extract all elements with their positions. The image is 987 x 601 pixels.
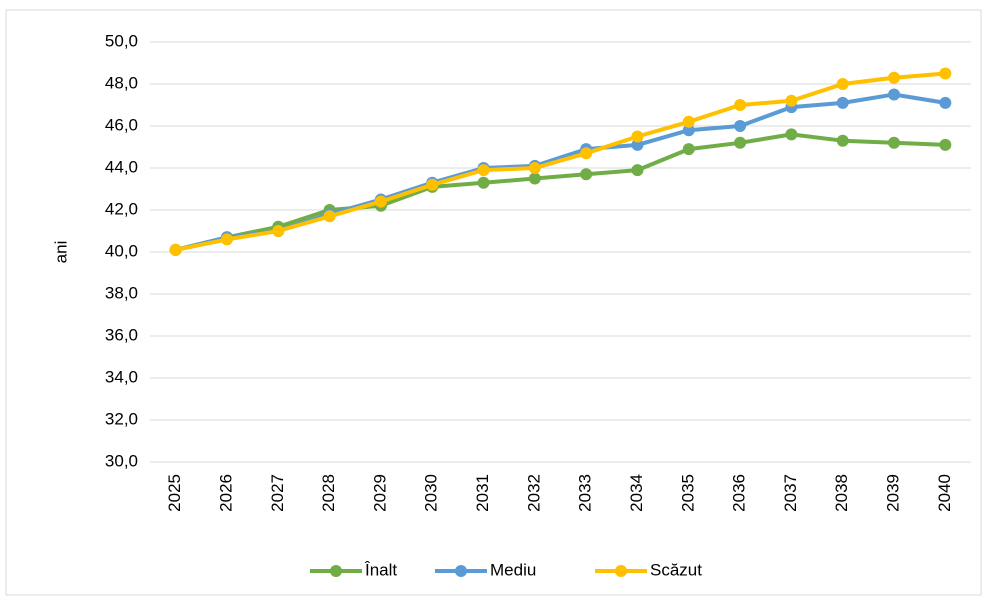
y-tick-label: 50,0 [105, 31, 138, 50]
point [220, 233, 233, 246]
legend-label: Mediu [490, 560, 536, 579]
legend-label: Înalt [364, 560, 397, 579]
y-axis-label: ani [51, 241, 70, 264]
point [785, 94, 798, 107]
x-tick-label: 2034 [627, 474, 646, 512]
series-line [175, 71, 946, 252]
chart-border [5, 9, 982, 596]
point [888, 71, 901, 84]
y-tick-label: 30,0 [105, 451, 138, 470]
point [836, 96, 849, 109]
point [939, 96, 952, 109]
x-tick-label: 2032 [524, 474, 543, 512]
legend-marker [455, 565, 467, 577]
point [682, 143, 695, 156]
point [888, 136, 901, 149]
legend-marker [615, 565, 627, 577]
point [939, 67, 952, 80]
y-tick-label: 36,0 [105, 325, 138, 344]
point [580, 168, 593, 181]
point [528, 162, 541, 174]
point [682, 124, 695, 137]
point [734, 120, 747, 132]
x-tick-label: 2038 [832, 474, 851, 512]
x-tick-label: 2035 [678, 474, 697, 512]
x-tick-label: 2037 [781, 474, 800, 512]
point [734, 99, 747, 111]
x-tick-label: 2025 [165, 474, 184, 512]
point [939, 138, 952, 151]
series-line [175, 132, 946, 252]
x-tick-label: 2026 [216, 474, 235, 512]
y-tick-label: 40,0 [105, 241, 138, 260]
point [888, 88, 901, 101]
x-tick-label: 2031 [473, 474, 492, 512]
y-tick-label: 32,0 [105, 409, 138, 428]
point [374, 195, 387, 208]
point [426, 178, 439, 191]
y-tick-label: 48,0 [105, 73, 138, 92]
x-tick-label: 2028 [319, 474, 338, 512]
x-tick-label: 2039 [884, 474, 903, 512]
point [323, 210, 336, 223]
point [477, 164, 490, 177]
y-tick-label: 34,0 [105, 367, 138, 386]
y-tick-label: 46,0 [105, 115, 138, 134]
point [631, 130, 644, 143]
point [580, 147, 593, 160]
point [631, 164, 644, 177]
x-tick-label: 2036 [730, 474, 749, 512]
point [785, 128, 798, 141]
point [272, 225, 285, 237]
y-tick-label: 38,0 [105, 283, 138, 302]
x-tick-label: 2033 [576, 474, 595, 512]
point [631, 138, 644, 151]
point [734, 136, 747, 149]
point [169, 243, 182, 256]
x-tick-label: 2030 [422, 474, 441, 512]
x-tick-label: 2027 [268, 474, 287, 512]
point [836, 134, 849, 147]
y-tick-label: 42,0 [105, 199, 138, 218]
x-tick-label: 2040 [935, 474, 954, 512]
point [682, 115, 695, 128]
x-tick-label: 2029 [370, 474, 389, 512]
point [477, 176, 490, 189]
legend-label: Scăzut [650, 560, 702, 579]
legend-marker [330, 565, 342, 577]
y-tick-label: 44,0 [105, 157, 138, 176]
point [836, 78, 849, 90]
point [528, 172, 541, 185]
